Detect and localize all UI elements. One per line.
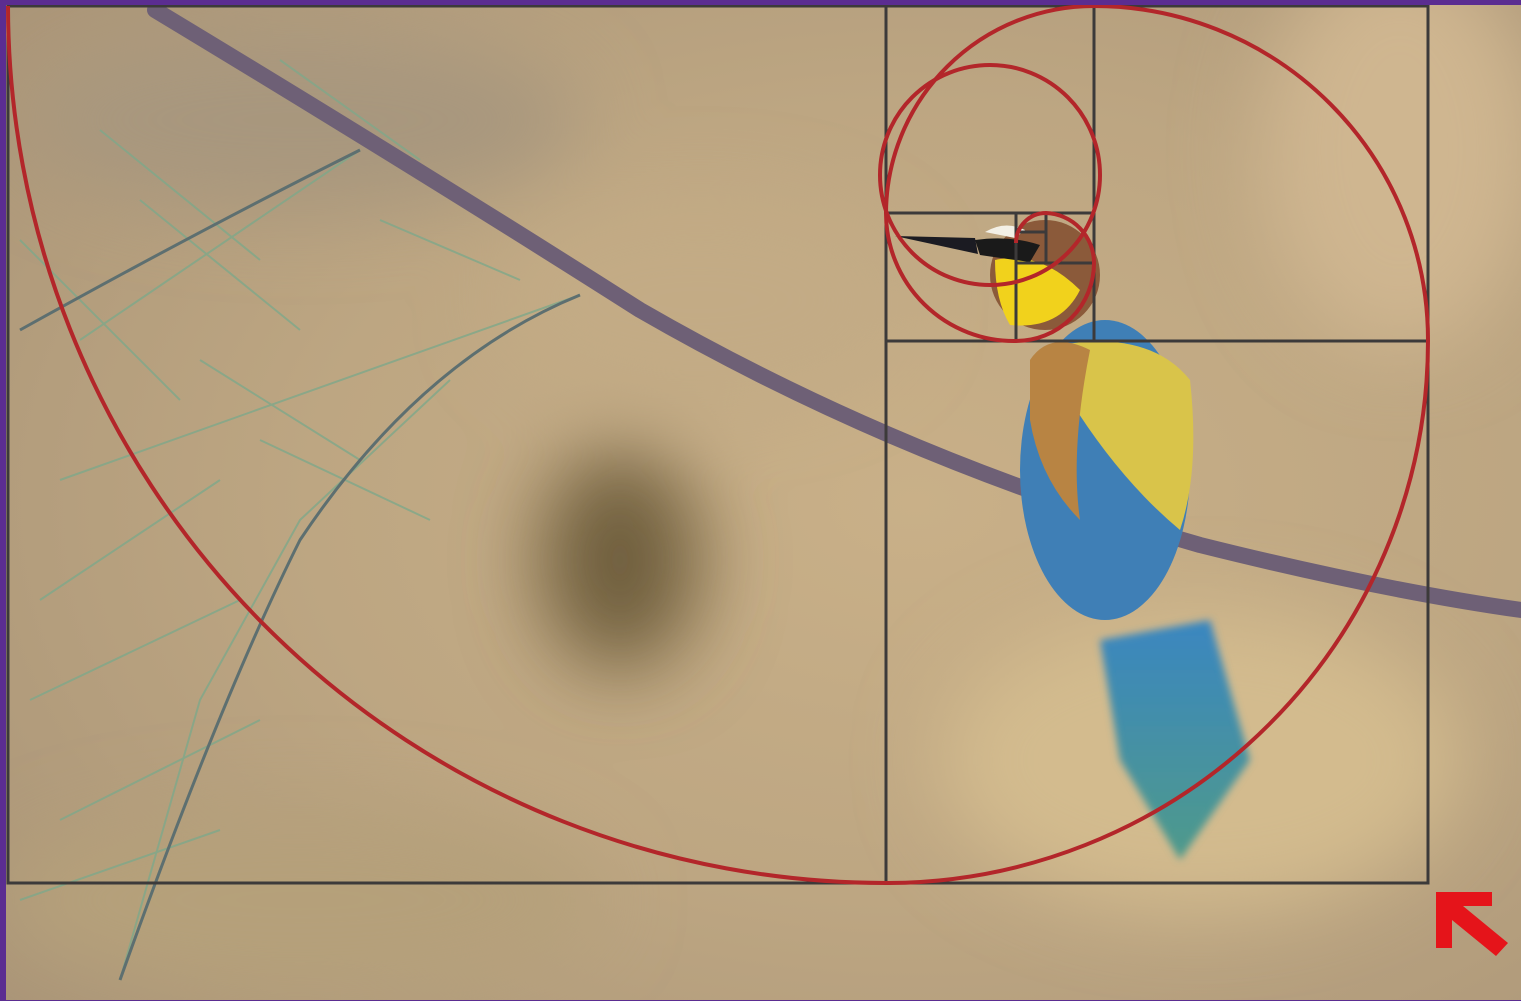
corner-arrow [1436,892,1508,956]
twigs [19,148,581,981]
branch [147,2,1521,618]
spiral-circle [878,63,1102,287]
golden-spiral [6,3,1431,886]
